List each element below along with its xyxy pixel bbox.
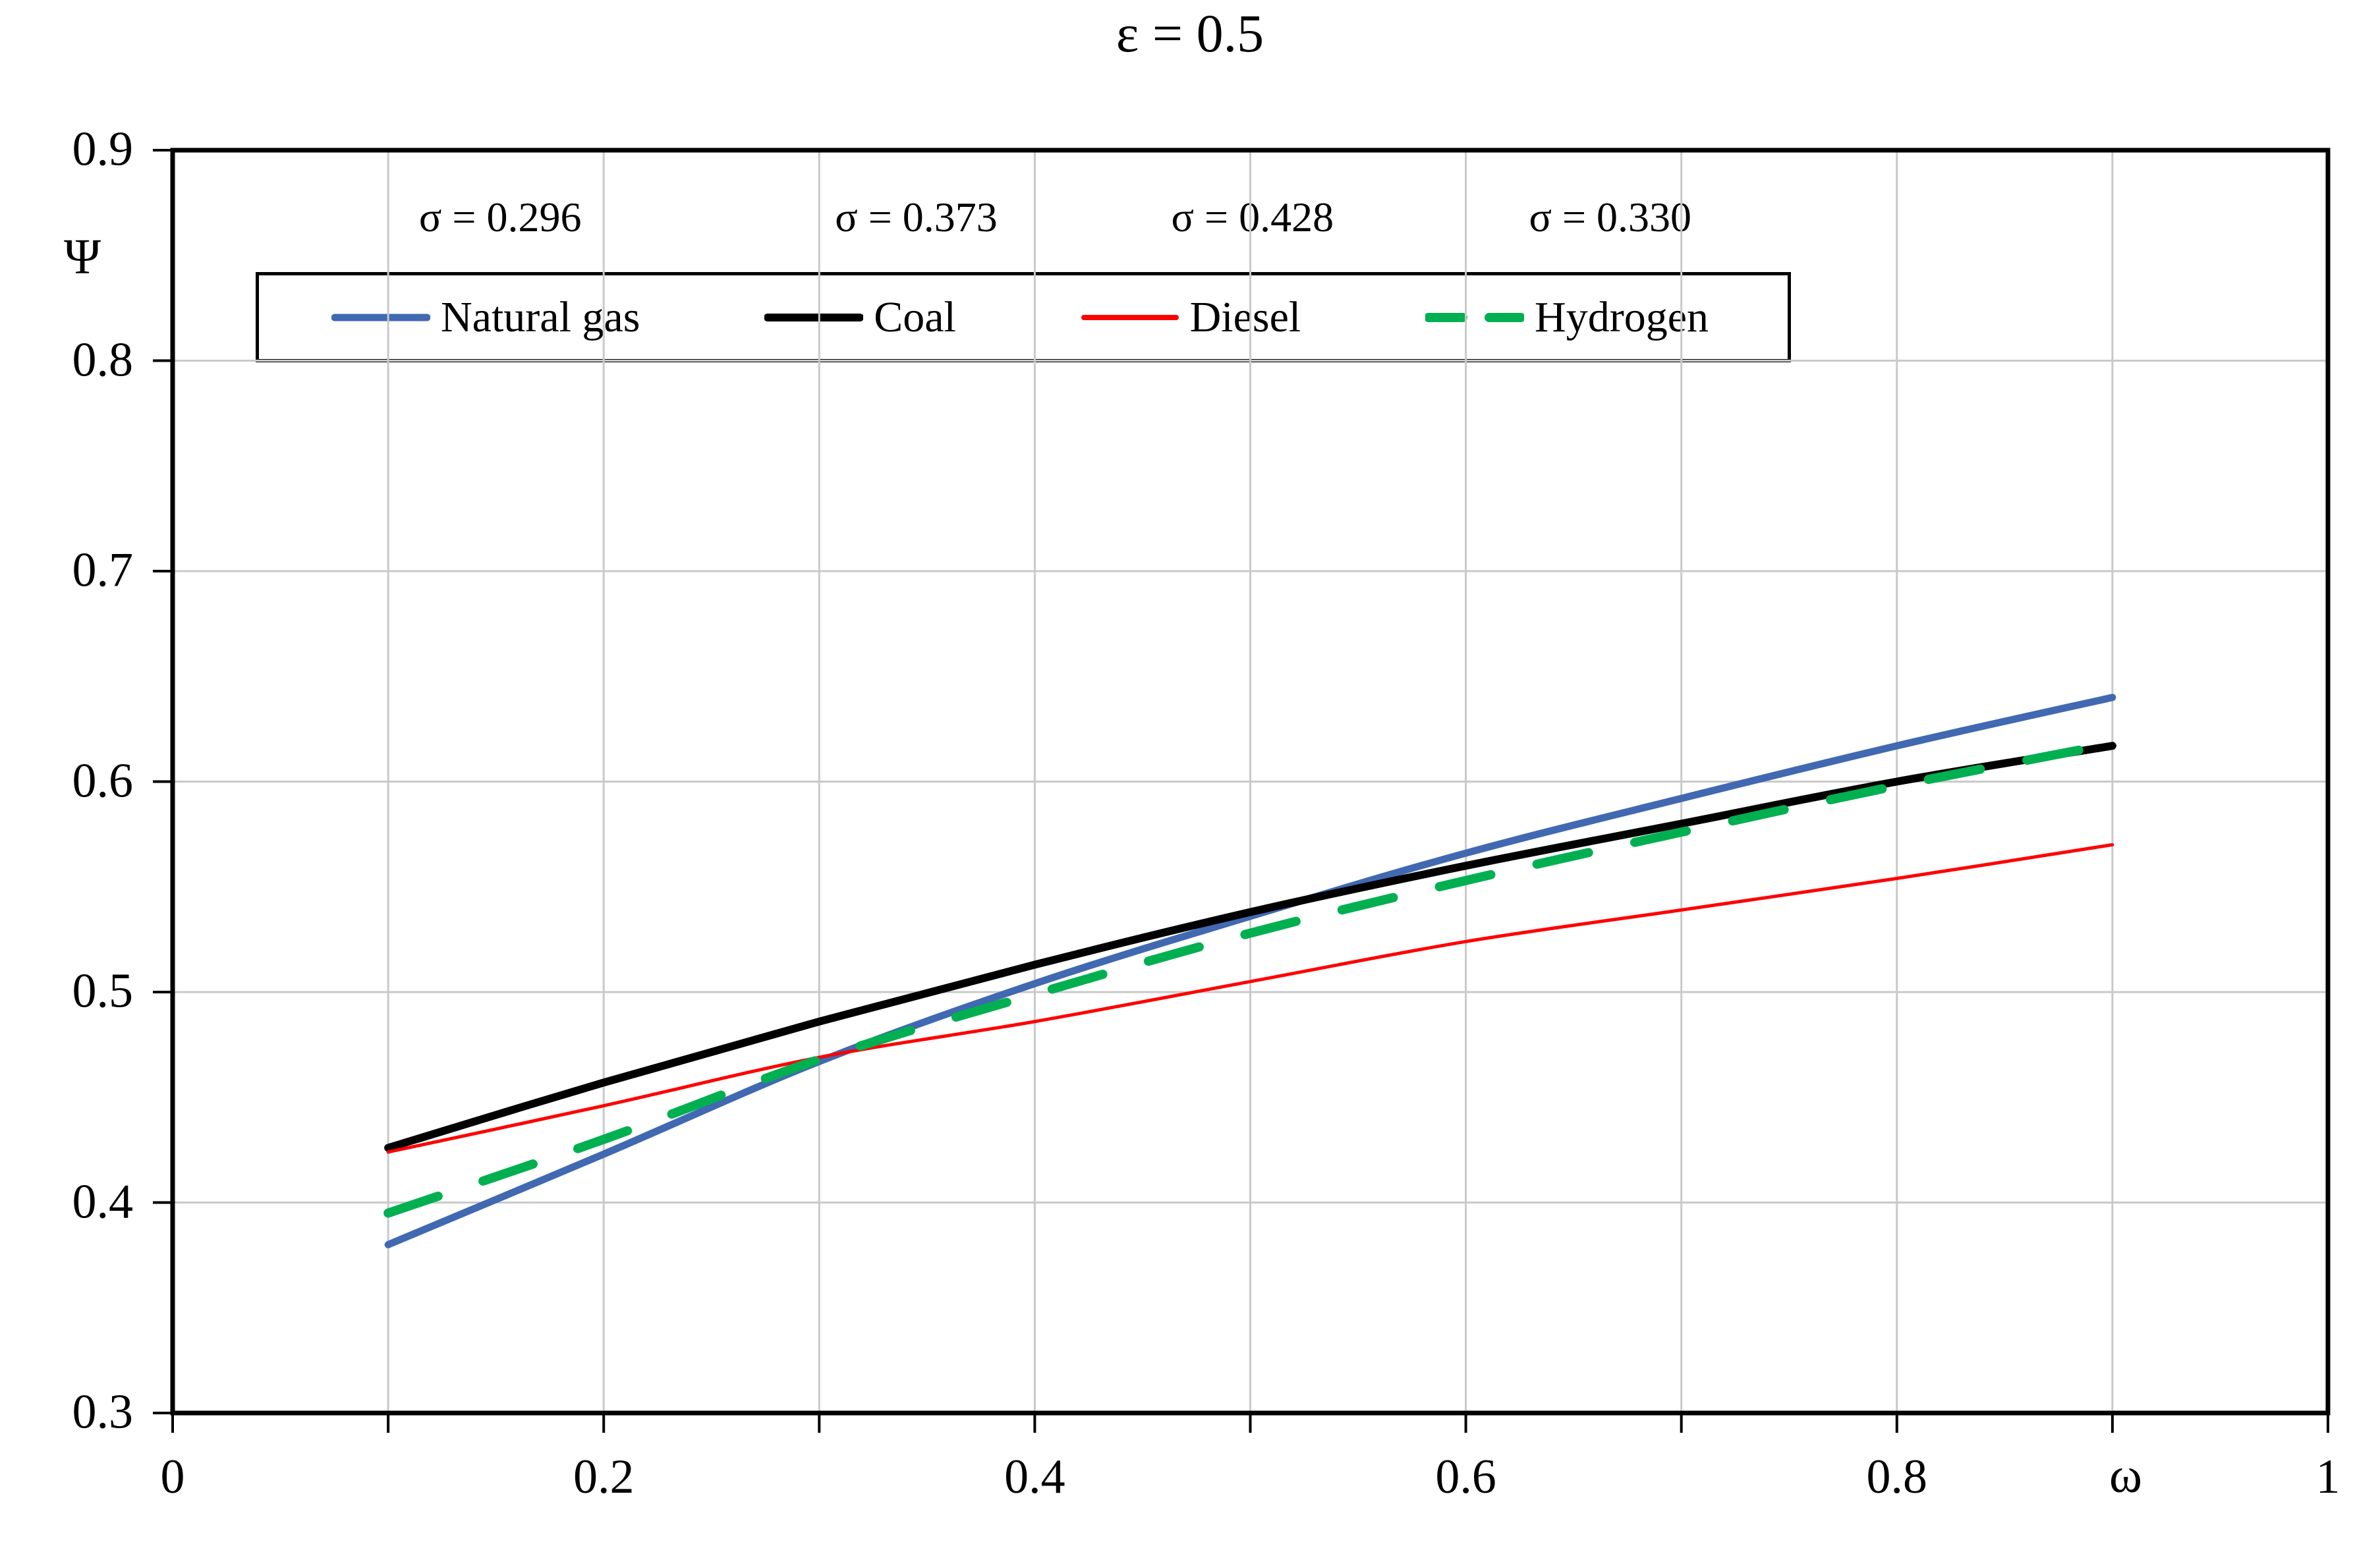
legend-swatch-line [1425, 312, 1525, 322]
series-line-hydrogen [383, 738, 2117, 1218]
legend-entry-coal: Coal [764, 292, 956, 341]
x-tick-label: 0.8 [1866, 1450, 1928, 1504]
chart-title: ε = 0.5 [1116, 3, 1264, 63]
y-axis-label: Ψ [63, 229, 101, 285]
sigma-annotation: σ = 0.373 [835, 194, 998, 240]
plot-frame [170, 148, 2331, 1416]
x-tick-label: 0.4 [1004, 1450, 1065, 1504]
plot-area [153, 148, 2331, 1433]
y-tick-label: 0.6 [72, 754, 134, 808]
legend-swatch-line [1081, 314, 1179, 320]
legend-label: Diesel [1189, 292, 1301, 341]
legend-entry-hydrogen: Hydrogen [1425, 292, 1709, 341]
legend: Natural gas Coal Diesel Hydrogen [256, 272, 1791, 362]
legend-label: Natural gas [441, 292, 640, 341]
x-tick-label: 0.6 [1435, 1450, 1496, 1504]
y-tick-label: 0.9 [72, 122, 134, 177]
sigma-annotation: σ = 0.428 [1171, 194, 1334, 240]
x-tick-label: 1 [2315, 1450, 2340, 1504]
y-tick-label: 0.3 [72, 1385, 134, 1439]
y-tick-label: 0.7 [72, 543, 134, 597]
series-line-diesel [386, 843, 2114, 1154]
series-line-coal [384, 742, 2116, 1152]
legend-label: Hydrogen [1535, 292, 1709, 341]
legend-label: Coal [874, 292, 956, 341]
y-tick-label: 0.5 [72, 964, 134, 1018]
x-tick-label: 0.2 [573, 1450, 635, 1504]
legend-swatch-line [764, 313, 864, 321]
x-tick-label: 0 [160, 1450, 185, 1504]
legend-entry-diesel: Diesel [1081, 292, 1301, 341]
series-line-natural-gas [384, 694, 2116, 1248]
legend-entry-natural-gas: Natural gas [331, 292, 640, 341]
y-tick-label: 0.8 [72, 333, 134, 387]
y-tick-label: 0.4 [72, 1175, 134, 1229]
x-axis-label: ω [2109, 1448, 2143, 1503]
sigma-annotation: σ = 0.296 [418, 194, 582, 240]
legend-swatch-line [331, 314, 430, 321]
sigma-annotation: σ = 0.330 [1529, 194, 1692, 240]
